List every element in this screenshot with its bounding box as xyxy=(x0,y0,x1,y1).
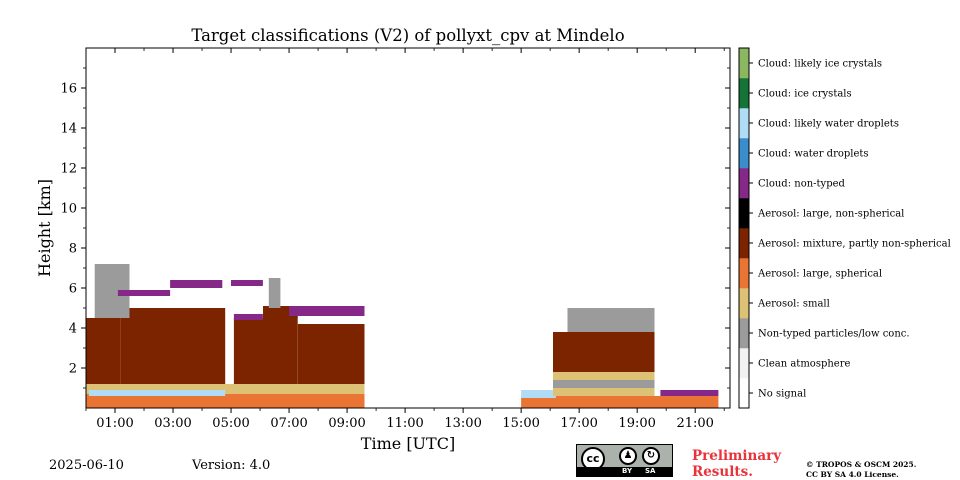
class-region-6 xyxy=(263,306,298,318)
class-region-7 xyxy=(297,324,365,384)
class-region-14 xyxy=(289,306,365,316)
x-tick-label-10: 21:00 xyxy=(676,416,713,431)
x-tick-label-9: 19:00 xyxy=(618,416,655,431)
class-region-16 xyxy=(521,390,556,398)
x-tick-label-3: 07:00 xyxy=(270,416,307,431)
colorbar-swatch-5 xyxy=(739,228,749,259)
x-tick-label-7: 15:00 xyxy=(502,416,539,431)
y-tick-label-2: 6 xyxy=(69,282,77,297)
colorbar-label-4: Aerosol: large, spherical xyxy=(757,269,882,280)
preliminary-notice: Preliminary Results. xyxy=(692,448,802,480)
colorbar-label-0: No signal xyxy=(758,389,806,400)
colorbar-swatch-10 xyxy=(739,78,749,109)
y-tick-label-4: 10 xyxy=(60,202,77,217)
y-tick-label-1: 4 xyxy=(69,322,77,337)
colorbar-swatch-9 xyxy=(739,108,749,139)
colorbar-label-1: Clean atmosphere xyxy=(758,359,851,370)
by-text: BY xyxy=(622,467,633,475)
colorbar-swatch-6 xyxy=(739,198,749,229)
colorbar-label-5: Aerosol: mixture, partly non-spherical xyxy=(757,239,951,250)
class-region-1 xyxy=(86,384,365,394)
x-axis-label: Time [UTC] xyxy=(361,434,455,453)
colorbar-label-7: Cloud: non-typed xyxy=(758,179,846,190)
colorbar-swatch-2 xyxy=(739,318,749,349)
y-tick-label-0: 2 xyxy=(69,362,77,377)
colorbar-frame xyxy=(738,47,750,409)
class-region-11 xyxy=(231,280,263,286)
copyright-notice: © TROPOS & OSCM 2025. CC BY SA 4.0 Licen… xyxy=(806,460,956,480)
class-region-20 xyxy=(553,332,655,372)
x-tick-label-2: 05:00 xyxy=(212,416,249,431)
y-axis-label: Height [km] xyxy=(35,179,54,277)
class-region-19 xyxy=(553,380,655,388)
class-region-5 xyxy=(233,318,298,384)
colorbar-label-11: Cloud: likely ice crystals xyxy=(758,59,882,70)
y-tick-label-7: 16 xyxy=(60,82,77,97)
colorbar-swatch-0 xyxy=(739,378,749,409)
chart-title: Target classifications (V2) of pollyxt_c… xyxy=(191,26,624,45)
plot-area xyxy=(86,48,730,408)
version-label: Version: 4.0 xyxy=(192,458,271,473)
preliminary-line2: Results. xyxy=(692,464,753,480)
cc-license-badge: cc ♟ ↻ BY SA xyxy=(576,444,673,477)
colorbar-label-9: Cloud: likely water droplets xyxy=(758,119,899,130)
colorbar-swatch-1 xyxy=(739,348,749,379)
x-tick-label-4: 09:00 xyxy=(328,416,365,431)
by-person-icon: ♟ xyxy=(619,447,637,465)
preliminary-line1: Preliminary xyxy=(692,448,782,464)
colorbar-label-6: Aerosol: large, non-spherical xyxy=(757,209,904,220)
x-tick-label-1: 03:00 xyxy=(154,416,191,431)
axes: 01:00 03:00 05:00 07:00 09:00 11:00 13:00 15:00… xyxy=(60,47,731,431)
x-tick-label-0: 01:00 xyxy=(96,416,133,431)
colorbar-swatch-7 xyxy=(739,168,749,199)
class-region-21 xyxy=(567,308,655,332)
colorbar-label-3: Aerosol: small xyxy=(757,299,830,310)
colorbar-swatch-3 xyxy=(739,288,749,319)
y-tick-label-5: 12 xyxy=(60,162,77,177)
colorbar-label-2: Non-typed particles/low conc. xyxy=(758,329,910,340)
colorbar-swatch-11 xyxy=(739,48,749,79)
x-tick-label-8: 17:00 xyxy=(560,416,597,431)
class-region-2 xyxy=(88,390,226,396)
copyright-line2: CC BY SA 4.0 License. xyxy=(806,470,899,479)
class-region-10 xyxy=(170,280,223,288)
colorbar-label-8: Cloud: water droplets xyxy=(758,149,869,160)
x-tick-label-6: 13:00 xyxy=(444,416,481,431)
sa-text: SA xyxy=(645,467,656,475)
class-region-9 xyxy=(268,278,281,308)
cc-logo-text: cc xyxy=(586,452,600,465)
badge-strip: BY SA xyxy=(577,467,672,476)
class-region-15 xyxy=(521,396,719,408)
x-tick-label-5: 11:00 xyxy=(386,416,423,431)
class-region-4 xyxy=(120,308,226,384)
class-region-13 xyxy=(233,314,263,320)
class-region-3 xyxy=(86,318,121,384)
colorbar-swatch-4 xyxy=(739,258,749,289)
class-region-17 xyxy=(660,390,719,396)
y-tick-label-6: 14 xyxy=(60,122,77,137)
colorbar: No signal Clean atmosphere Non-typed parti… xyxy=(738,47,951,409)
class-region-0 xyxy=(86,394,365,408)
sa-share-icon: ↻ xyxy=(642,447,660,465)
y-tick-label-3: 8 xyxy=(69,242,77,257)
copyright-line1: © TROPOS & OSCM 2025. xyxy=(806,460,917,469)
class-region-12 xyxy=(117,290,171,296)
date-label: 2025-06-10 xyxy=(49,458,124,473)
colorbar-swatch-8 xyxy=(739,138,749,169)
colorbar-label-10: Cloud: ice crystals xyxy=(758,89,852,100)
